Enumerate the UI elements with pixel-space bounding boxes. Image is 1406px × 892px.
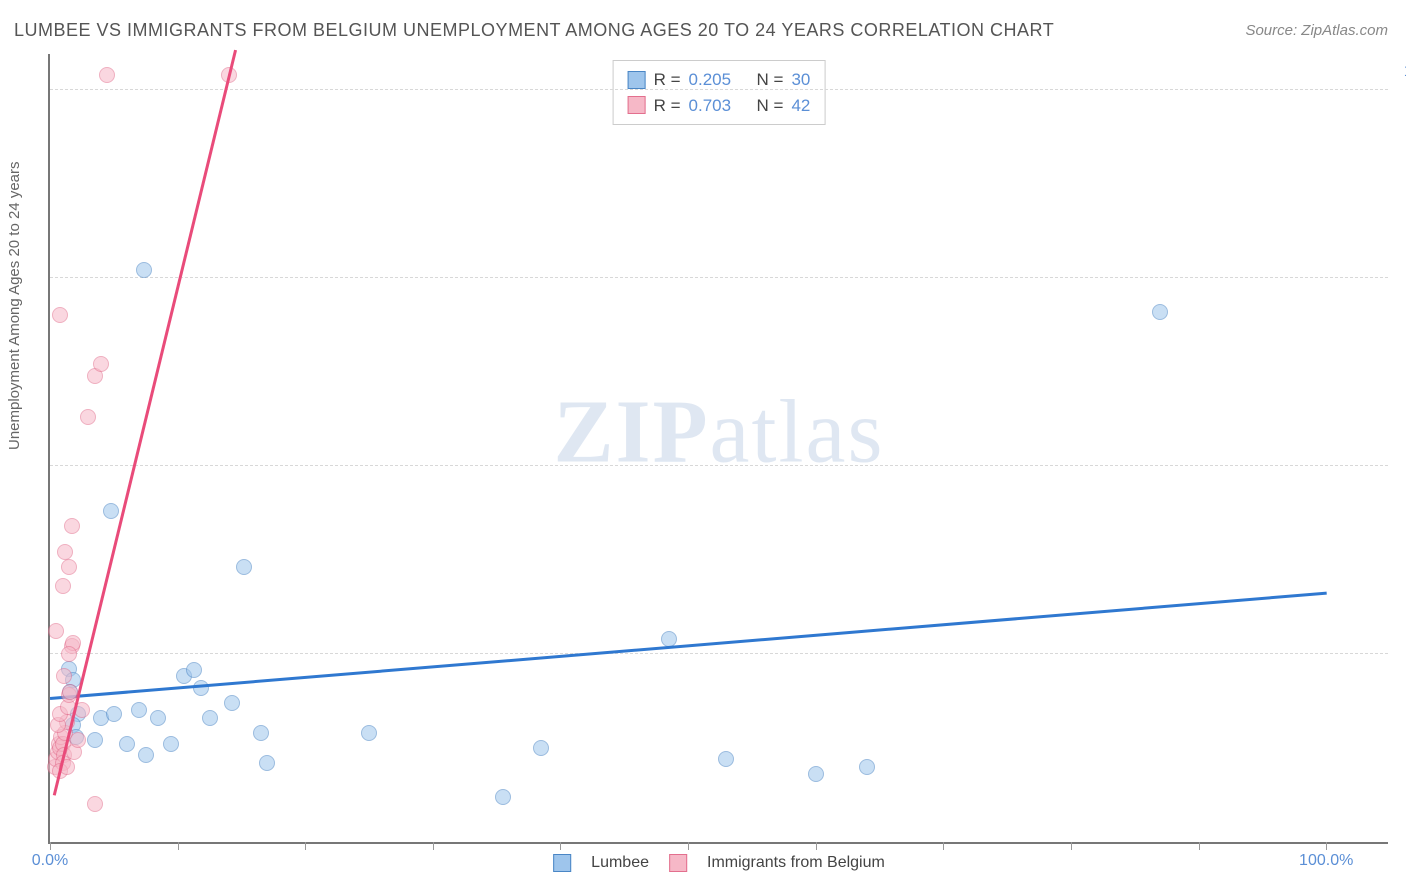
data-point [61, 559, 77, 575]
data-point [80, 409, 96, 425]
data-point [186, 662, 202, 678]
data-point [87, 732, 103, 748]
data-point [93, 356, 109, 372]
chart-title: LUMBEE VS IMMIGRANTS FROM BELGIUM UNEMPL… [14, 20, 1054, 41]
plot-area: ZIPatlas R = 0.205 N = 30 R = 0.703 N = … [48, 54, 1388, 844]
y-tick-label: 100.0% [1398, 63, 1406, 81]
data-point [48, 623, 64, 639]
data-point [55, 578, 71, 594]
gridline [50, 89, 1388, 90]
x-tick [433, 842, 434, 850]
legend-label-lumbee: Lumbee [591, 854, 649, 872]
data-point [224, 695, 240, 711]
x-tick [688, 842, 689, 850]
x-tick-label: 100.0% [1299, 852, 1353, 870]
data-point [718, 751, 734, 767]
gridline [50, 653, 1388, 654]
data-point [52, 307, 68, 323]
source-attribution: Source: ZipAtlas.com [1245, 22, 1388, 39]
correlation-legend: R = 0.205 N = 30 R = 0.703 N = 42 [613, 60, 826, 125]
data-point [808, 766, 824, 782]
data-point [163, 736, 179, 752]
y-tick-label: 25.0% [1398, 627, 1406, 645]
data-point [87, 796, 103, 812]
data-point [495, 789, 511, 805]
data-point [533, 740, 549, 756]
x-tick [50, 842, 51, 850]
data-point [1152, 304, 1168, 320]
swatch-belgium-bottom [669, 854, 687, 872]
data-point [259, 755, 275, 771]
data-point [193, 680, 209, 696]
data-point [103, 503, 119, 519]
data-point [57, 544, 73, 560]
gridline [50, 465, 1388, 466]
data-point [99, 67, 115, 83]
data-point [56, 668, 72, 684]
data-point [106, 706, 122, 722]
x-tick [1199, 842, 1200, 850]
data-point [150, 710, 166, 726]
y-tick-label: 75.0% [1398, 251, 1406, 269]
data-point [253, 725, 269, 741]
data-point [236, 559, 252, 575]
x-tick [560, 842, 561, 850]
data-point [138, 747, 154, 763]
data-point [136, 262, 152, 278]
data-point [64, 518, 80, 534]
swatch-lumbee [628, 71, 646, 89]
x-tick [1071, 842, 1072, 850]
y-axis-label: Unemployment Among Ages 20 to 24 years [6, 161, 23, 450]
x-tick [1326, 842, 1327, 850]
swatch-lumbee-bottom [553, 854, 571, 872]
x-tick-label: 0.0% [32, 852, 68, 870]
series-legend: Lumbee Immigrants from Belgium [553, 854, 885, 872]
x-tick [816, 842, 817, 850]
watermark: ZIPatlas [554, 381, 885, 484]
data-point [202, 710, 218, 726]
data-point [119, 736, 135, 752]
data-point [859, 759, 875, 775]
x-tick [178, 842, 179, 850]
swatch-belgium [628, 96, 646, 114]
data-point [131, 702, 147, 718]
data-point [70, 732, 86, 748]
gridline [50, 277, 1388, 278]
legend-row-belgium: R = 0.703 N = 42 [628, 93, 811, 119]
y-tick-label: 50.0% [1398, 439, 1406, 457]
legend-label-belgium: Immigrants from Belgium [707, 854, 885, 872]
x-tick [943, 842, 944, 850]
x-tick [305, 842, 306, 850]
data-point [361, 725, 377, 741]
data-point [61, 646, 77, 662]
trendline [50, 591, 1326, 699]
